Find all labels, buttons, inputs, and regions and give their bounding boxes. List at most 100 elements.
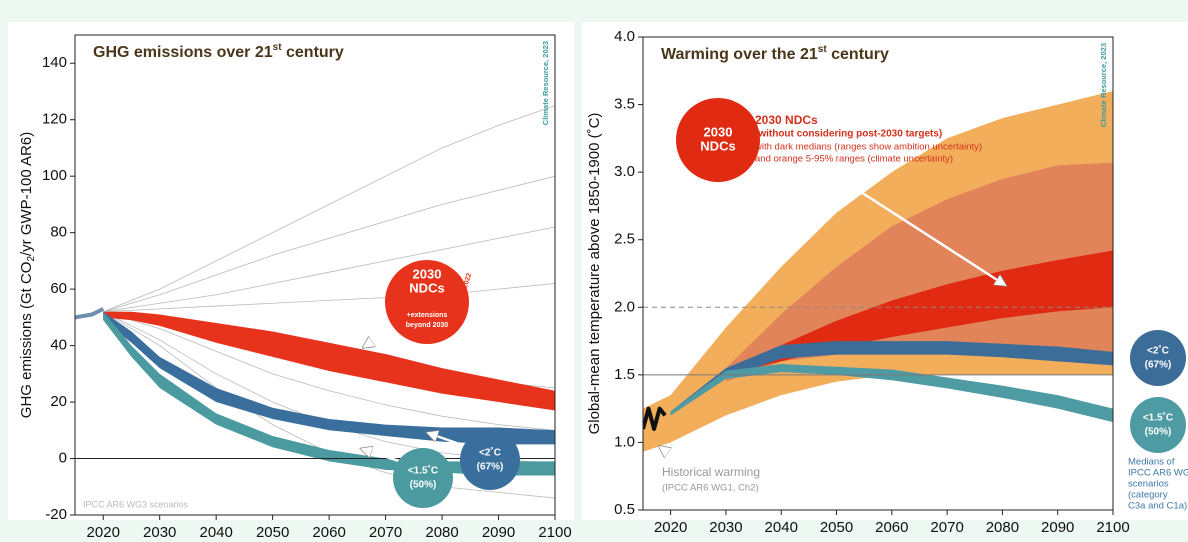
y-tick-label: -20 <box>45 506 67 523</box>
chart-title: Warming over the 21st century <box>661 44 889 64</box>
chart-title-part: century <box>827 46 889 63</box>
scenario-line <box>103 175 555 313</box>
plot-area <box>643 91 1113 452</box>
bubble-label: NDCs <box>700 138 735 153</box>
x-tick-label: 2090 <box>482 524 515 541</box>
chart-title-part: century <box>282 44 344 61</box>
bubble-label: +extensions <box>407 312 448 319</box>
annotation: with dark medians (ranges show ambition … <box>754 142 982 153</box>
chart-title-part: GHG emissions over 21 <box>93 44 273 61</box>
x-tick-label: 2100 <box>1096 519 1129 536</box>
annotation: C3a and C1a) <box>1128 501 1187 512</box>
annotation: 2030 NDCs <box>755 113 818 127</box>
arrow <box>362 449 403 464</box>
y-tick-label: 1.5 <box>614 366 635 383</box>
bubble-label: (67%) <box>477 462 504 473</box>
x-tick-label: 2060 <box>312 524 345 541</box>
bubble <box>393 448 453 508</box>
scenario-line <box>103 226 555 313</box>
x-tick-label: 2020 <box>87 524 120 541</box>
x-tick-label: 2030 <box>709 519 742 536</box>
bubble <box>1130 397 1186 453</box>
band <box>103 311 555 445</box>
y-tick-label: 120 <box>42 111 67 128</box>
y-tick-label: 0 <box>59 449 67 466</box>
x-tick-label: 2050 <box>256 524 289 541</box>
chart-title: GHG emissions over 21st century <box>93 42 344 62</box>
source-label: Climate Resource, 2023 <box>1099 43 1108 127</box>
plot-frame <box>642 36 1114 511</box>
history-line <box>643 406 667 431</box>
scenario-line <box>103 283 555 313</box>
source-label: Climate Resource, 2023 <box>541 41 550 125</box>
arrow <box>364 326 393 347</box>
plot-area <box>75 105 555 499</box>
band <box>670 341 1113 416</box>
y-tick-label: 40 <box>50 337 67 354</box>
history-line <box>75 307 105 320</box>
bubble-label: NDCs <box>409 280 444 295</box>
y-tick-label: 0.5 <box>614 501 635 518</box>
y-axis-label-part: GHG emissions (Gt CO <box>18 262 35 419</box>
x-tick-label: 2040 <box>199 524 232 541</box>
x-tick-label: 2100 <box>538 524 571 541</box>
y-tick-label: 2.5 <box>614 231 635 248</box>
bubble-label: <2˚C <box>479 447 501 459</box>
x-tick-label: 2050 <box>820 519 853 536</box>
x-tick-label: 2030 <box>143 524 176 541</box>
annotation: (IPCC AR6 WG1, Ch2) <box>662 483 759 494</box>
arrow <box>428 433 469 449</box>
y-tick-label: 3.5 <box>614 96 635 113</box>
x-tick-label: 2080 <box>986 519 1019 536</box>
y-axis-label: GHG emissions (Gt CO2/yr GWP-100 AR6) <box>18 132 37 418</box>
y-tick-label: 20 <box>50 393 67 410</box>
bubble <box>1130 330 1186 386</box>
bubble-label: (50%) <box>410 480 437 491</box>
bubble-label: 2030 <box>413 266 442 281</box>
scenario-label: IPCC AR6 WG3 scenarios <box>83 499 189 509</box>
y-axis-label-part: Global-mean temperature above 1850-1900 … <box>586 113 603 435</box>
annotation: IPCC AR6 WG3 <box>1128 468 1188 479</box>
y-tick-label: 60 <box>50 280 67 297</box>
y-axis-label: Global-mean temperature above 1850-1900 … <box>586 113 603 435</box>
y-tick-label: 140 <box>42 54 67 71</box>
bubble <box>385 260 469 344</box>
annotation: (without considering post-2030 targets) <box>755 129 942 140</box>
chart-title-part: Warming over the 21 <box>661 46 818 63</box>
bubble-label: (50%) <box>1145 427 1172 438</box>
bubble-label: <1.5˚C <box>408 465 438 477</box>
bubble <box>460 430 520 490</box>
bubble-label: 2030 <box>704 124 733 139</box>
bubble <box>676 98 760 182</box>
bubble-label: <2˚C <box>1147 345 1169 357</box>
y-tick-label: 2.0 <box>614 298 635 315</box>
chart-title-part: st <box>273 42 283 53</box>
y-tick-label: 3.0 <box>614 163 635 180</box>
annotation: scenarios <box>1128 479 1169 490</box>
x-tick-label: 2090 <box>1041 519 1074 536</box>
y-axis-label-part: 2 <box>26 256 37 262</box>
chart-title-part: st <box>818 44 828 55</box>
x-tick-label: 2070 <box>930 519 963 536</box>
band <box>103 311 555 411</box>
x-tick-label: 2070 <box>369 524 402 541</box>
arrow <box>660 447 679 462</box>
scenario-line <box>103 311 555 431</box>
y-tick-label: 4.0 <box>614 28 635 45</box>
y-axis-label-part: /yr GWP-100 AR6) <box>18 132 35 256</box>
y-tick-label: 1.0 <box>614 433 635 450</box>
x-tick-label: 2060 <box>875 519 908 536</box>
annotation: Historical warming <box>662 465 760 479</box>
bubble-label: beyond 2030 <box>406 322 449 329</box>
bubble-label: (67%) <box>1145 360 1172 371</box>
annotation: Medians of <box>1128 457 1175 468</box>
x-tick-label: 2020 <box>654 519 687 536</box>
y-tick-label: 100 <box>42 167 67 184</box>
band <box>670 364 1113 423</box>
arrow <box>849 183 1005 285</box>
plot-frame <box>74 34 556 516</box>
y-tick-label: 80 <box>50 224 67 241</box>
annotation: and orange 5-95% ranges (climate uncerta… <box>755 154 953 165</box>
bubble-label: <1.5˚C <box>1143 412 1173 424</box>
